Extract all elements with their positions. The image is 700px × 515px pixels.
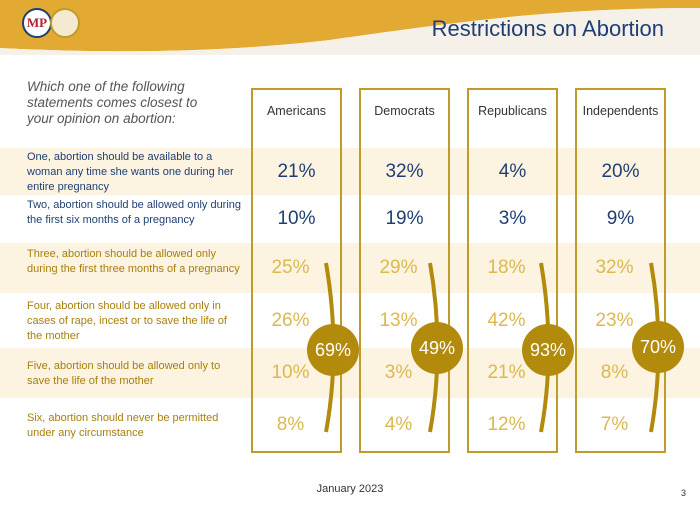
value-cell: 10% [271, 362, 310, 383]
column-header: Americans [266, 104, 327, 118]
row-label: Four, abortion should be allowed only in… [27, 300, 227, 342]
value-cell: 19% [385, 208, 424, 229]
value-cell: 18% [487, 257, 526, 278]
value-cell: 10% [277, 208, 316, 229]
column-republicans: Republicans [467, 88, 558, 453]
total-restriction-circle: 69% [307, 324, 359, 376]
value-cell: 9% [606, 208, 635, 229]
total-restriction-circle: 93% [522, 324, 574, 376]
value-cell: 25% [271, 257, 310, 278]
page-number: 3 [680, 488, 686, 498]
row-label: Six, abortion should never be permitted … [27, 412, 219, 439]
value-cell: 23% [595, 309, 634, 331]
row-label: Two, abortion should be allowed only dur… [27, 198, 242, 226]
knights-emblem-logo [50, 8, 80, 38]
column-democrats: Democrats [359, 88, 450, 453]
value-cell: 4% [498, 160, 527, 182]
column-header: Democrats [374, 104, 435, 118]
column-header: Republicans [478, 104, 547, 118]
value-cell: 7% [600, 414, 629, 435]
value-cell: 3% [498, 208, 527, 229]
value-cell: 21% [277, 160, 316, 182]
total-restriction-circle: 49% [411, 322, 463, 374]
value-cell: 13% [379, 309, 418, 331]
value-cell: 20% [601, 160, 640, 182]
row-label: Three, abortion should be allowed only d… [27, 247, 240, 275]
value-cell: 21% [487, 362, 526, 383]
value-cell: 3% [384, 362, 413, 383]
value-cell: 26% [271, 309, 310, 331]
row-band [0, 148, 700, 195]
total-restriction-circle: 70% [632, 321, 684, 373]
column-americans: Americans [251, 88, 342, 453]
value-cell: 42% [487, 309, 526, 331]
column-independents: Independents [575, 88, 666, 453]
row-band [0, 243, 700, 293]
footer-date: January 2023 [316, 483, 384, 495]
header-banner [0, 0, 700, 60]
value-cell: 32% [385, 160, 424, 182]
column-header: Independents [582, 104, 659, 118]
row-label: One, abortion should be available to a w… [27, 151, 234, 193]
value-cell: 8% [600, 362, 629, 383]
value-cell: 29% [379, 257, 418, 278]
value-cell: 32% [595, 257, 634, 278]
value-cell: 4% [384, 414, 413, 435]
value-cell: 12% [487, 414, 526, 435]
page-title: Restrictions on Abortion [431, 16, 664, 41]
survey-question: Which one of the following statements co… [27, 79, 198, 126]
row-label: Five, abortion should be allowed only to… [27, 360, 221, 387]
value-cell: 8% [276, 414, 305, 435]
